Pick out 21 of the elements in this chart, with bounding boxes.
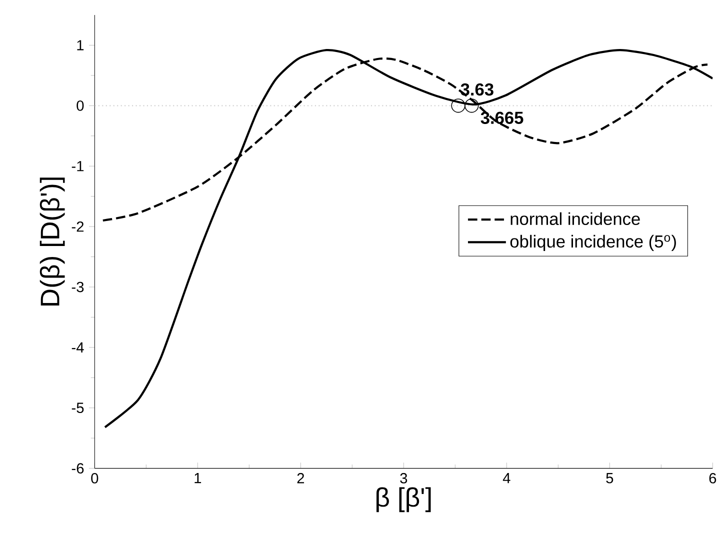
y-tick-label: -6: [72, 463, 84, 474]
legend-label: normal incidence: [510, 212, 640, 226]
legend-label: oblique incidence (5$^{o}$): [510, 234, 676, 252]
x-tick-label: 2: [297, 473, 304, 484]
y-tick-label: -3: [72, 282, 84, 292]
y-tick-label: -5: [72, 402, 84, 413]
x-tick-label: 6: [709, 473, 716, 484]
x-tick-label: 4: [502, 473, 510, 484]
annotation: 3.63: [460, 83, 494, 96]
y-tick-label: -4: [72, 342, 84, 352]
y-tick-label: -1: [72, 161, 84, 172]
x-tick-label: 0: [91, 473, 98, 484]
line-series: [104, 48, 713, 428]
x-tick-label: 5: [606, 473, 614, 484]
y-tick-label: 0: [76, 100, 84, 111]
y-tick-label: 1: [77, 40, 84, 50]
y-axis-title: D(β) [D(β')]: [40, 178, 65, 306]
x-tick-label: 1: [194, 473, 202, 484]
x-tick-label: 3: [400, 473, 408, 484]
y-tick-label: -2: [72, 221, 84, 232]
x-axis-title: β [β']: [376, 487, 431, 512]
